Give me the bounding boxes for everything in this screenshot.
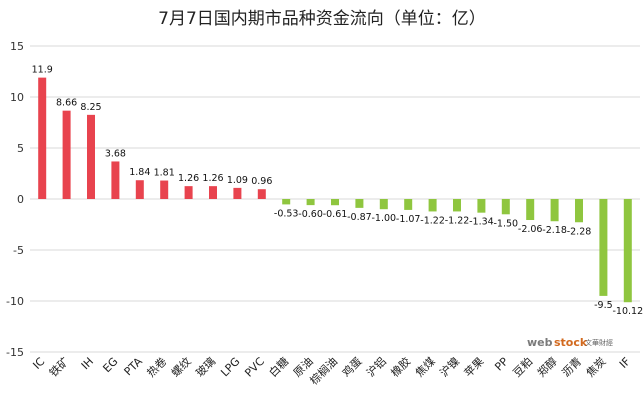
data-label: -1.22 [445,215,470,226]
bar-玻璃 [209,186,217,199]
bar-LPG [233,187,242,199]
data-label: 11.9 [32,65,53,76]
data-label: -0.61 [323,209,348,220]
data-label: -9.5 [594,300,613,311]
bar-郑醇 [550,199,559,222]
bar-螺纹 [184,186,193,199]
x-tick-label: 热卷 [144,354,169,379]
x-tick-label: 沪铝 [363,354,388,379]
data-label: -0.87 [347,212,372,223]
bar-EG [111,161,120,199]
bar-棕榈油 [331,199,339,206]
y-tick-label: 10 [10,91,24,104]
bar-沪镍 [453,199,461,212]
x-tick-label: 沪镍 [437,354,462,379]
data-label: -1.22 [420,215,445,226]
x-tick-label: 玻璃 [193,354,218,379]
data-label: -10.12 [612,306,643,317]
x-tick-label: EG [100,355,120,375]
bar-白糖 [282,199,291,205]
x-tick-label: 棕榈油 [307,354,340,387]
x-tick-label: PTA [122,355,146,379]
bar-焦煤 [428,199,437,212]
data-label: 1.26 [178,173,199,184]
y-axis: -15 -10 -5 0 5 10 15 [6,40,24,359]
data-label: -0.60 [298,209,323,220]
bar-沪铝 [379,199,388,210]
data-label: -1.00 [372,213,397,224]
y-tick-label: -10 [6,295,24,308]
x-tick-label: 豆粕 [510,354,535,379]
x-tick-label: 苹果 [461,354,486,379]
data-label: 3.68 [105,148,126,159]
x-tick-label: 铁矿 [47,355,72,380]
bar-苹果 [477,199,486,213]
data-label: 1.26 [202,173,223,184]
bar-IC [38,77,47,199]
watermark-logo: web stock 文華財經 [527,336,613,349]
grid-lines [30,45,640,353]
bar-PVC [257,189,266,199]
y-tick-label: 5 [17,142,24,155]
data-label: 0.96 [251,176,272,187]
y-tick-label: -15 [6,346,24,359]
data-label: 1.84 [129,167,150,178]
watermark-text-a: web [527,336,553,349]
bar-沥青 [575,199,583,223]
x-tick-label: IC [30,355,47,372]
x-tick-label: 郑醇 [534,354,559,379]
x-tick-label: 白糖 [266,354,291,379]
x-tick-label: IF [617,355,633,371]
x-tick-label: 沥青 [559,355,584,380]
watermark-text-c: 文華財經 [585,338,613,347]
x-tick-label: 鸡蛋 [339,354,364,379]
bar-原油 [306,199,315,206]
bar-铁矿 [62,110,71,199]
data-label: 8.66 [56,98,77,109]
x-tick-label: 螺纹 [168,354,193,379]
x-tick-label: LPG [218,355,242,379]
x-tick-label: IH [79,355,96,372]
bar-豆粕 [526,199,535,221]
data-label: -2.18 [542,225,567,236]
data-label: 1.81 [154,168,175,179]
y-tick-label: 15 [10,40,24,53]
bar-IH [87,114,95,199]
y-tick-label: -5 [13,244,24,257]
watermark-text-b: stock [554,336,588,349]
bar-热卷 [160,180,169,199]
x-tick-label: 橡胶 [388,354,413,379]
bar-IF [623,199,632,303]
y-tick-label: 0 [17,193,24,206]
bars [38,77,632,303]
data-label: -0.53 [274,208,299,219]
data-label: -1.34 [469,217,494,228]
data-label: 1.09 [227,175,248,186]
bar-焦炭 [599,199,608,296]
x-tick-label: 焦炭 [584,355,609,380]
x-tick-label: 焦煤 [413,355,438,380]
chart-title: 7月7日国内期市品种资金流向（单位：亿） [158,9,486,29]
data-label: -1.50 [494,218,519,229]
bar-鸡蛋 [355,199,364,208]
bar-PTA [135,180,144,199]
data-label: 8.25 [80,102,101,113]
data-label: -2.28 [567,226,592,237]
x-tick-label: PP [492,355,511,374]
data-labels: 11.98.66 8.253.681.84 1.811.26 1.26 1.09 0.96… [32,65,643,318]
data-label: -1.07 [396,214,421,225]
bar-PP [501,199,510,215]
bar-橡胶 [404,199,413,210]
x-tick-label: PVC [242,355,267,380]
data-label: -2.06 [518,224,543,235]
